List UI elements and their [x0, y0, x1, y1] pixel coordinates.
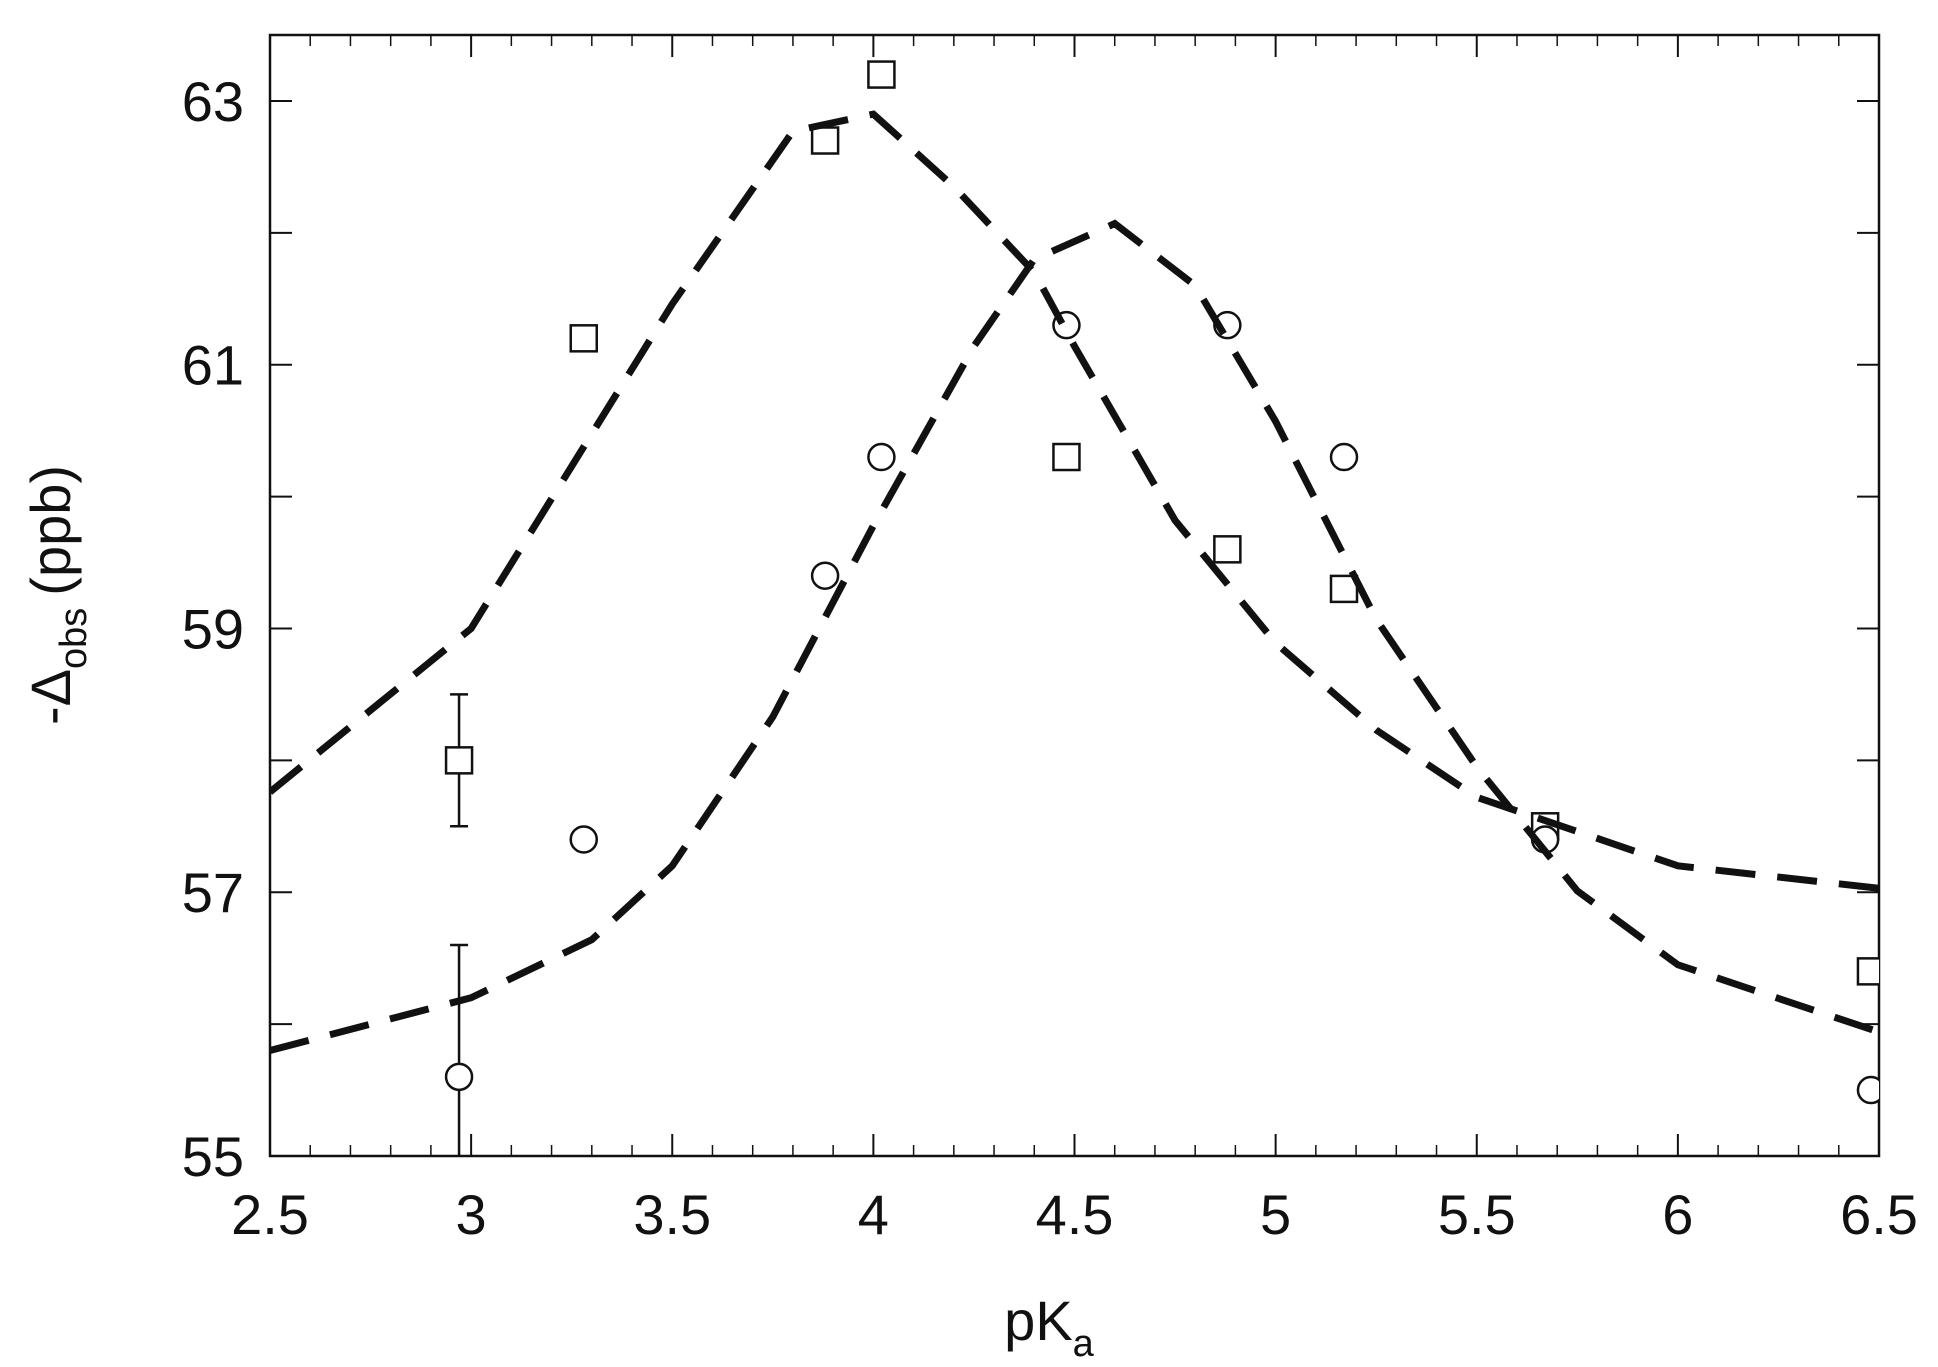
x-tick-label: 4	[858, 1183, 889, 1246]
square-point	[1856, 957, 1879, 986]
square-point	[569, 324, 599, 353]
circle-point	[810, 561, 840, 590]
square-point	[444, 746, 474, 775]
y-label-main: -Δ	[19, 669, 82, 725]
circle-point	[867, 442, 896, 472]
x-tick-label: 5.5	[1438, 1183, 1516, 1246]
y-label-unit: (ppb)	[19, 465, 82, 596]
y-tick-label: 63	[182, 70, 244, 133]
x-axis-label: pKa	[1004, 1289, 1095, 1365]
circle-point	[1329, 442, 1359, 472]
square-point	[867, 60, 896, 89]
x-tick-label: 3	[456, 1183, 487, 1246]
square-point	[810, 126, 840, 155]
x-label-main: pK	[1004, 1289, 1073, 1352]
x-label-sub: a	[1073, 1323, 1095, 1365]
y-axis-label: -Δobs (ppb)	[19, 465, 95, 725]
x-tick-label: 5	[1260, 1183, 1291, 1246]
plot-area	[270, 60, 1879, 1156]
y-tick-label: 57	[182, 861, 244, 924]
circle-point	[569, 825, 599, 854]
square-point	[1052, 442, 1081, 472]
x-tick-label: 6.5	[1840, 1183, 1918, 1246]
x-tick-label: 6	[1662, 1183, 1693, 1246]
y-label-sub: obs	[53, 608, 95, 669]
circle-point	[444, 1062, 474, 1092]
x-tick-label: 4.5	[1036, 1183, 1114, 1246]
fit-curve	[270, 110, 1879, 892]
plot-frame	[268, 33, 1881, 1158]
square-point	[1213, 535, 1242, 564]
y-tick-label: 55	[182, 1125, 244, 1188]
x-tick-label: 3.5	[633, 1183, 711, 1246]
fit-curve	[270, 219, 1879, 1054]
y-tick-label: 59	[182, 597, 244, 660]
circle-point	[1856, 1075, 1879, 1105]
x-tick-label: 2.5	[231, 1183, 309, 1246]
y-tick-label: 61	[182, 334, 244, 397]
